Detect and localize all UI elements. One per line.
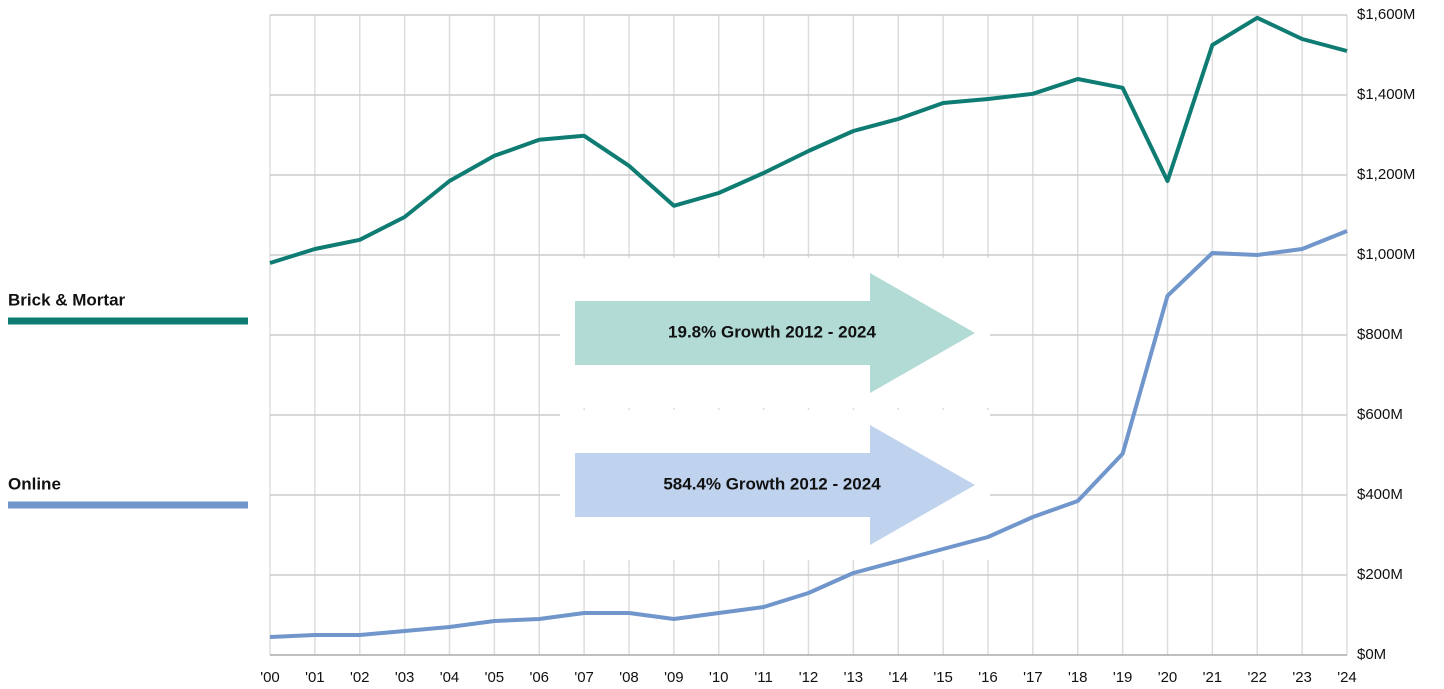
y-tick-label: $200M	[1357, 566, 1403, 583]
legend-label: Brick & Mortar	[8, 290, 126, 309]
legend-label: Online	[8, 474, 61, 493]
x-tick-label: '07	[574, 669, 594, 686]
x-tick-label: '04	[440, 669, 460, 686]
x-tick-label: '19	[1113, 669, 1133, 686]
x-tick-label: '10	[709, 669, 729, 686]
series-line	[269, 15, 1348, 265]
x-tick-label: '09	[664, 669, 684, 686]
y-tick-label: $1,400M	[1357, 86, 1415, 103]
x-tick-label: '11	[754, 669, 772, 686]
annotation-text: 19.8% Growth 2012 - 2024	[668, 322, 876, 341]
x-tick-label: '18	[1068, 669, 1088, 686]
y-tick-label: $1,000M	[1357, 246, 1415, 263]
annotation-arrow	[575, 273, 975, 393]
y-tick-label: $600M	[1357, 406, 1403, 423]
x-tick-label: '23	[1292, 669, 1312, 686]
y-tick-label: $0M	[1357, 646, 1386, 663]
x-tick-label: '02	[350, 669, 370, 686]
annotation-text: 584.4% Growth 2012 - 2024	[663, 474, 881, 493]
x-tick-label: '21	[1203, 669, 1223, 686]
y-tick-label: $400M	[1357, 486, 1403, 503]
x-tick-label: '17	[1023, 669, 1043, 686]
x-tick-label: '15	[933, 669, 953, 686]
y-tick-label: $800M	[1357, 326, 1403, 343]
x-tick-label: '22	[1247, 669, 1267, 686]
series-line	[269, 229, 1348, 639]
x-tick-label: '24	[1337, 669, 1357, 686]
x-tick-label: '16	[978, 669, 998, 686]
x-tick-label: '14	[888, 669, 908, 686]
x-tick-label: '06	[529, 669, 549, 686]
x-tick-label: '20	[1158, 669, 1178, 686]
x-tick-label: '05	[485, 669, 505, 686]
x-tick-label: '12	[799, 669, 819, 686]
x-tick-label: '03	[395, 669, 415, 686]
y-tick-label: $1,600M	[1357, 6, 1415, 23]
x-tick-label: '00	[260, 669, 280, 686]
x-tick-label: '13	[844, 669, 864, 686]
x-tick-label: '08	[619, 669, 639, 686]
x-tick-label: '01	[305, 669, 325, 686]
y-tick-label: $1,200M	[1357, 166, 1415, 183]
annotation-arrow	[575, 425, 975, 545]
